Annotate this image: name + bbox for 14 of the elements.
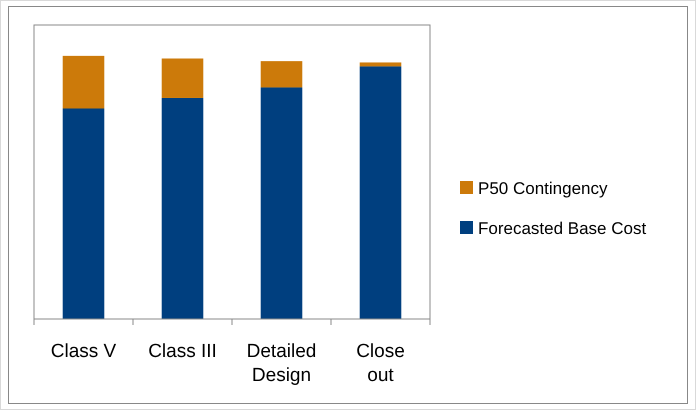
x-tick-label: Close out	[356, 341, 405, 386]
bar	[162, 98, 204, 319]
x-tick-label: Detailed Design	[246, 341, 316, 386]
bar	[360, 66, 402, 319]
legend-label: P50 Contingency	[478, 179, 608, 198]
x-tick-label: Class V	[50, 341, 117, 362]
bar	[62, 56, 104, 108]
x-tick-label: Class III	[148, 341, 217, 362]
bar	[260, 61, 302, 88]
bar	[360, 62, 402, 66]
bar	[62, 108, 104, 319]
bar	[162, 58, 204, 98]
bar	[260, 87, 302, 319]
legend-label: Forecasted Base Cost	[478, 219, 646, 238]
